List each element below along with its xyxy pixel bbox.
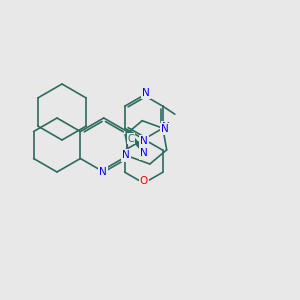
Text: O: O [140, 176, 148, 186]
Text: C: C [128, 134, 134, 143]
Text: N: N [99, 167, 106, 177]
Text: N: N [161, 124, 169, 134]
Text: N: N [140, 136, 148, 146]
Text: N: N [142, 88, 150, 98]
Text: N: N [122, 151, 130, 160]
Text: N: N [162, 122, 170, 132]
Text: N: N [140, 148, 148, 158]
